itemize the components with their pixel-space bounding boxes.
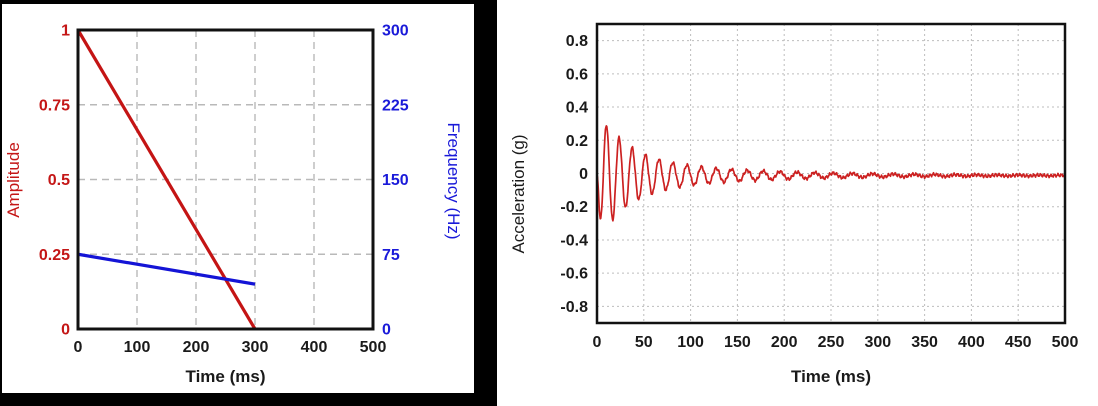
right-x-axis-title: Time (ms)	[791, 367, 871, 386]
acceleration-tick-label: 0.4	[566, 100, 588, 117]
left-x-axis-title: Time (ms)	[186, 367, 266, 386]
acceleration-plot-area: 0 50 100 150 200 250 300 350 400 450 500 0.8 0.6 0.4 0…	[560, 22, 1079, 351]
acceleration-tick-label: 0.8	[566, 33, 588, 50]
x-tick-label: 400	[958, 334, 985, 351]
x-tick-label: 100	[677, 334, 704, 351]
x-tick-label: 300	[242, 339, 269, 356]
plot-frame	[595, 22, 1067, 325]
x-tick-label: 100	[124, 339, 151, 356]
x-tick-label: 200	[183, 339, 210, 356]
x-tick-label: 400	[301, 339, 328, 356]
acceleration-response-figure: 0 50 100 150 200 250 300 350 400 450 500 0.8 0.6 0.4 0…	[497, 0, 1098, 406]
sweep-plot-area: 0 100 200 300 400 50000.250.50.75107515022530…	[39, 23, 409, 357]
acceleration-tick-label: -0.2	[560, 199, 588, 216]
amplitude-tick-label: 0.75	[39, 97, 70, 114]
amplitude-axis-title: Amplitude	[4, 142, 23, 218]
x-tick-label: 500	[360, 339, 387, 356]
acceleration-tick-label: 0	[579, 166, 588, 183]
acceleration-tick-label: 0.6	[566, 66, 588, 83]
plot-frame	[76, 28, 375, 331]
x-tick-label: 500	[1052, 334, 1079, 351]
frequency-tick-label: 75	[382, 247, 400, 264]
acceleration-response-chart: 0 50 100 150 200 250 300 350 400 450 500 0.8 0.6 0.4 0…	[509, 22, 1079, 386]
x-tick-label: 200	[771, 334, 798, 351]
x-tick-label: 350	[911, 334, 938, 351]
frequency-tick-label: 225	[382, 97, 409, 114]
x-tick-label: 150	[724, 334, 751, 351]
x-tick-label: 300	[864, 334, 891, 351]
sweep-profile-figure: 0 100 200 300 400 500 0 0.25 0.5 0.75 1 0 75 150 225 30…	[0, 0, 497, 406]
acceleration-tick-label: -0.6	[560, 266, 588, 283]
x-tick-label: 0	[74, 339, 83, 356]
x-tick-label: 0	[593, 334, 602, 351]
sweep-profile-chart: 0 100 200 300 400 50000.250.50.75107515022530…	[4, 23, 463, 387]
frequency-line	[77, 252, 256, 286]
x-tick-label: 50	[635, 334, 653, 351]
amplitude-tick-label: 0.25	[39, 247, 70, 264]
amplitude-tick-label: 0.5	[48, 172, 70, 189]
acceleration-waveform	[597, 125, 1065, 222]
acceleration-tick-label: 0.2	[566, 133, 588, 150]
frequency-tick-label: 0	[382, 322, 391, 339]
acceleration-axis-title: Acceleration (g)	[509, 134, 528, 253]
frequency-tick-label: 150	[382, 172, 409, 189]
acceleration-tick-label: -0.4	[560, 232, 588, 249]
x-tick-label: 250	[818, 334, 845, 351]
acceleration-tick-label: -0.8	[560, 299, 588, 316]
frequency-tick-label: 300	[382, 23, 409, 40]
amplitude-tick-label: 0	[61, 322, 70, 339]
amplitude-tick-label: 1	[61, 23, 70, 40]
frequency-axis-title: Frequency (Hz)	[444, 122, 463, 239]
x-tick-label: 450	[1005, 334, 1032, 351]
